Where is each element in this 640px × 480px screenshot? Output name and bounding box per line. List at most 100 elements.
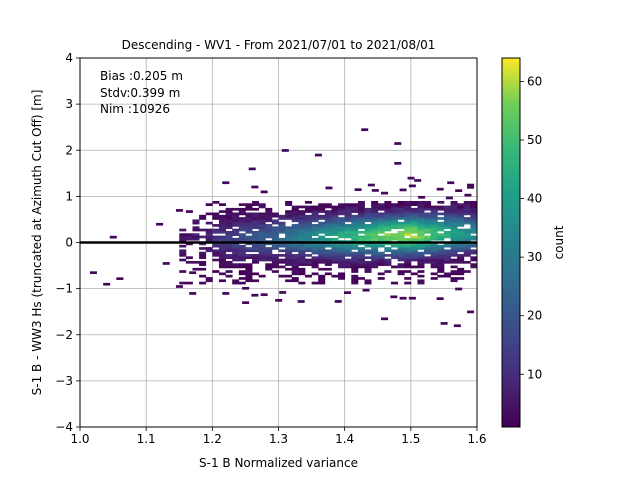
heatmap-cell: [318, 267, 326, 271]
heatmap-cell: [245, 263, 253, 266]
heatmap-cell: [457, 258, 465, 262]
heatmap-cell: [338, 249, 346, 253]
heatmap-cell: [457, 260, 465, 264]
heatmap-cell: [271, 258, 279, 262]
heatmap-cell: [232, 254, 240, 257]
heatmap-cell: [238, 277, 246, 280]
heatmap-cell: [477, 210, 484, 213]
heatmap-cell: [225, 226, 233, 230]
heatmap-cell: [304, 260, 312, 264]
heatmap-cell: [424, 228, 432, 232]
heatmap-cell: [484, 206, 491, 209]
heatmap-cell: [463, 242, 471, 246]
heatmap-cell: [523, 233, 530, 236]
heatmap-cell: [364, 228, 372, 232]
heatmap-cell: [318, 203, 326, 206]
heatmap-cell: [537, 208, 544, 211]
heatmap-cell: [291, 265, 299, 269]
heatmap-cell: [205, 235, 213, 239]
heatmap-cell: [450, 277, 458, 280]
heatmap-cell: [189, 271, 197, 275]
heatmap-cell: [390, 214, 398, 218]
y-axis-label: S-1 B - WW3 Hs (truncated at Azimuth Cut…: [30, 90, 44, 396]
x-tick-label: 1.6: [467, 432, 486, 446]
heatmap-cell: [543, 201, 550, 204]
heatmap-cell: [351, 265, 359, 269]
heatmap-cell: [298, 237, 306, 241]
heatmap-cell: [218, 260, 226, 264]
heatmap-cell: [399, 296, 407, 300]
heatmap-cell: [331, 205, 339, 209]
heatmap-cell: [291, 230, 299, 234]
heatmap-cell: [351, 251, 359, 255]
heatmap-cell: [265, 265, 273, 269]
heatmap-cell: [377, 226, 385, 230]
heatmap-cell: [351, 221, 359, 225]
heatmap-cell: [265, 254, 273, 257]
heatmap-cell: [397, 242, 405, 246]
heatmap-cell: [185, 210, 193, 213]
heatmap-cell: [225, 233, 233, 236]
heatmap-cell: [477, 226, 484, 229]
heatmap-cell: [523, 270, 530, 273]
heatmap-cell: [404, 203, 412, 206]
heatmap-cell: [445, 196, 453, 200]
heatmap-cell: [338, 254, 346, 257]
heatmap-cell: [218, 247, 226, 250]
heatmap-cell: [297, 300, 305, 303]
heatmap-cell: [470, 251, 477, 255]
heatmap-cell: [484, 252, 491, 255]
heatmap-cell: [424, 203, 432, 206]
heatmap-cell: [523, 231, 530, 234]
heatmap-cell: [311, 258, 319, 262]
heatmap-cell: [367, 183, 375, 187]
heatmap-cell: [318, 207, 326, 211]
heatmap-cell: [384, 203, 392, 206]
heatmap-cell: [397, 249, 405, 253]
heatmap-cell: [457, 267, 465, 271]
heatmap-cell: [430, 226, 438, 230]
heatmap-cell: [410, 258, 418, 262]
heatmap-cell: [175, 209, 183, 212]
heatmap-cell: [450, 242, 458, 246]
heatmap-cell: [410, 242, 418, 246]
heatmap-cell: [232, 249, 240, 253]
heatmap-cell: [410, 207, 418, 211]
heatmap-cell: [331, 247, 339, 250]
heatmap-cell: [377, 260, 385, 264]
heatmap-cell: [252, 203, 260, 206]
heatmap-cell: [304, 210, 312, 213]
heatmap-cell: [530, 226, 537, 229]
heatmap-cell: [265, 217, 273, 220]
heatmap-cell: [271, 212, 279, 216]
heatmap-cell: [275, 299, 283, 302]
heatmap-cell: [364, 270, 372, 273]
heatmap-cell: [252, 226, 260, 230]
heatmap-cell: [371, 189, 379, 192]
heatmap-cell: [404, 258, 412, 262]
heatmap-cell: [298, 256, 306, 260]
heatmap-cell: [436, 297, 444, 300]
heatmap-cell: [424, 249, 432, 253]
heatmap-cell: [410, 214, 418, 218]
heatmap-cell: [258, 251, 266, 255]
heatmap-cell: [331, 251, 339, 255]
heatmap-cell: [463, 210, 471, 213]
heatmap-cell: [298, 230, 306, 234]
heatmap-cell: [537, 233, 544, 236]
heatmap-cell: [470, 242, 477, 246]
heatmap-cell: [232, 263, 240, 266]
heatmap-cell: [225, 260, 233, 264]
heatmap-cell: [404, 251, 412, 255]
heatmap-cell: [437, 233, 445, 236]
heatmap-cell: [258, 244, 266, 248]
heatmap-cells: [89, 128, 550, 328]
heatmap-cell: [238, 249, 246, 253]
heatmap-cell: [361, 128, 369, 132]
heatmap-cell: [543, 210, 550, 213]
heatmap-cell: [252, 244, 260, 248]
heatmap-cell: [430, 205, 438, 209]
heatmap-cell: [271, 219, 279, 223]
heatmap-cell: [311, 207, 319, 211]
heatmap-cell: [397, 233, 405, 236]
